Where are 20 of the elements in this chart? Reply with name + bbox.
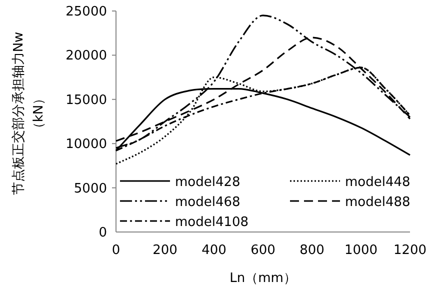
legend-label: model4108 bbox=[175, 215, 249, 230]
legend-label: model488 bbox=[345, 195, 410, 210]
y-tick-label: 25000 bbox=[66, 4, 107, 20]
x-tick-label: 1200 bbox=[393, 243, 427, 258]
x-tick-label: 0 bbox=[112, 243, 120, 258]
y-tick-label: 15000 bbox=[66, 92, 107, 108]
x-tick-label: 1000 bbox=[344, 243, 378, 258]
x-tick-label: 200 bbox=[152, 243, 178, 258]
y-tick-label: 10000 bbox=[66, 137, 107, 152]
y-tick-label: 5000 bbox=[74, 181, 107, 196]
y-tick-label: 20000 bbox=[66, 48, 107, 64]
x-tick-label: 600 bbox=[250, 243, 276, 258]
legend-label: model448 bbox=[345, 175, 410, 190]
x-tick-label: 800 bbox=[300, 243, 324, 258]
x-tick-label: 400 bbox=[202, 243, 226, 258]
legend-label: model468 bbox=[175, 195, 240, 210]
legend-label: model428 bbox=[175, 175, 240, 190]
x-axis-title: Ln（mm） bbox=[230, 271, 296, 286]
y-axis-title: 节点板正交部分承担轴力Nw （kN） bbox=[10, 31, 47, 196]
y-tick-label: 0 bbox=[98, 226, 107, 240]
